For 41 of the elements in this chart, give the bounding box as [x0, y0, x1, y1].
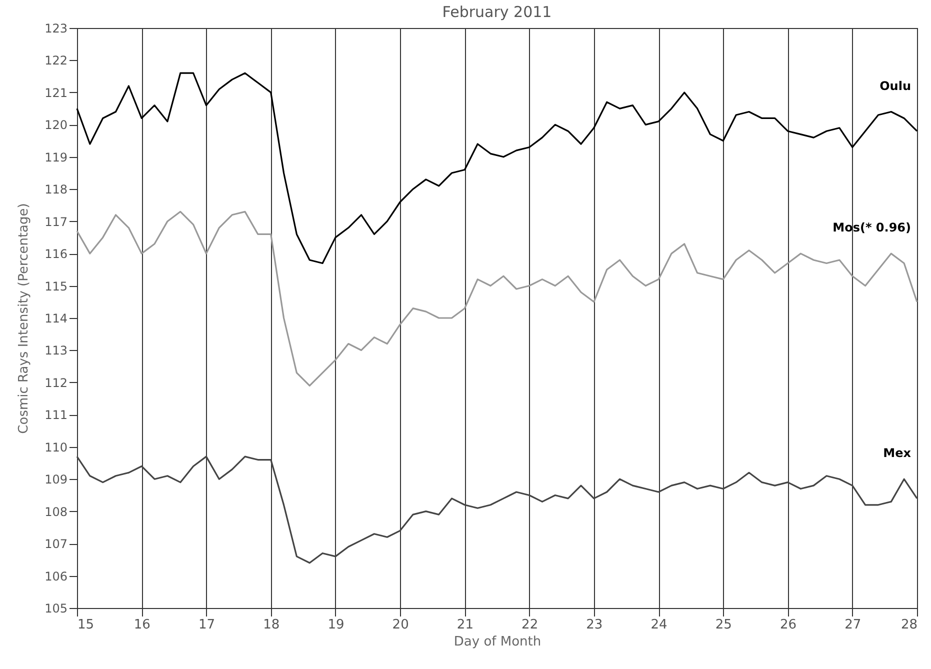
y-tick-label: 107 [44, 537, 68, 552]
y-tick-label: 111 [44, 408, 68, 422]
y-tick-label: 106 [44, 569, 68, 584]
y-tick-label: 119 [44, 150, 68, 164]
x-tick-label: 17 [198, 618, 216, 632]
x-tick-label: 18 [263, 618, 280, 632]
y-tick-label: 123 [44, 22, 68, 36]
y-axis-title: Cosmic Rays Intensity (Percentage) [16, 203, 32, 434]
x-tick-label: 15 [78, 618, 94, 632]
x-tick-label: 21 [456, 618, 474, 632]
series-label: Mex [883, 446, 912, 460]
x-tick-label: 23 [586, 618, 603, 632]
y-tick-label: 110 [44, 440, 68, 454]
x-tick-label: 19 [328, 618, 344, 632]
y-tick-label: 105 [44, 602, 68, 616]
y-tick-label: 121 [44, 86, 68, 100]
x-tick-label: 24 [650, 618, 668, 632]
y-tick-label: 114 [44, 312, 68, 326]
y-tick-label: 116 [44, 247, 68, 262]
x-tick-label: 22 [522, 618, 538, 632]
y-tick-label: 112 [44, 376, 68, 390]
y-tick-label: 115 [44, 279, 68, 294]
x-tick-label: 28 [900, 618, 918, 632]
line-series [76, 210, 918, 386]
x-axis-title: Day of Month [454, 634, 542, 650]
x-tick-label: 27 [844, 618, 862, 632]
x-tick-label: 26 [780, 618, 797, 632]
y-tick-label: 113 [44, 344, 68, 358]
series-label: Oulu [880, 78, 911, 93]
line-series [76, 72, 918, 264]
y-tick-label: 117 [44, 214, 68, 229]
x-tick-label: 20 [392, 618, 409, 632]
y-tick-label: 120 [44, 118, 68, 132]
y-tick-label: 122 [44, 54, 68, 68]
y-tick-label: 118 [44, 182, 68, 197]
x-tick-label: 16 [134, 618, 150, 632]
y-tick-label: 109 [44, 472, 68, 487]
y-tick-label: 108 [44, 504, 68, 519]
line-series [76, 456, 918, 564]
chart-title: February 2011 [442, 3, 552, 21]
x-tick-label: 25 [715, 618, 732, 632]
